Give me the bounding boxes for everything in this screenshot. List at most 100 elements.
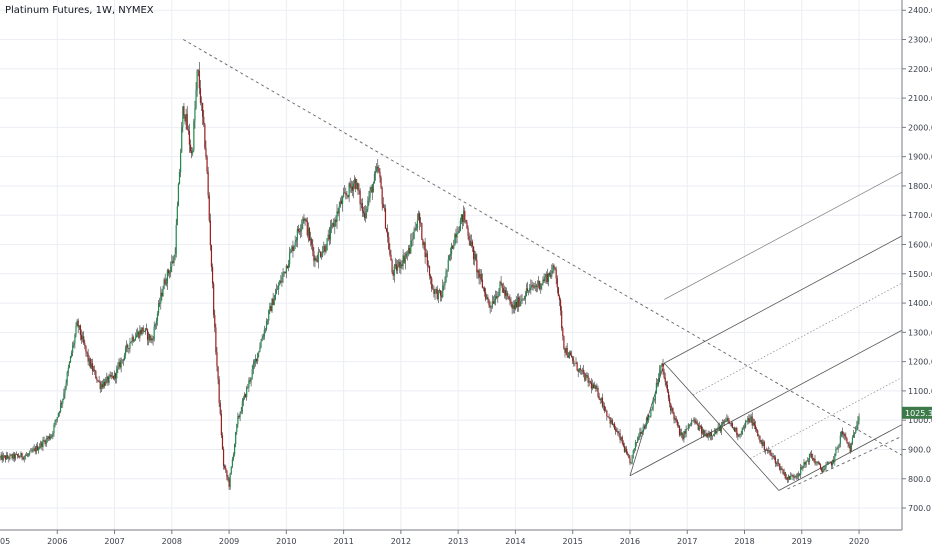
- candle-body: [319, 252, 322, 257]
- candle-body: [219, 403, 221, 414]
- candle-body: [721, 422, 724, 425]
- candle-body: [202, 102, 204, 117]
- candle-body: [769, 450, 771, 453]
- pitchfork-inner-line: [750, 377, 903, 459]
- candle-body: [79, 325, 81, 336]
- candle-body: [757, 430, 759, 437]
- candle-body: [425, 253, 427, 258]
- candle-body: [183, 106, 185, 116]
- candle-body: [107, 376, 109, 383]
- candle-body: [409, 247, 411, 254]
- candle-body: [90, 363, 93, 368]
- candle-body: [584, 373, 586, 381]
- candle-body: [438, 290, 441, 291]
- pitchfork-median: [629, 329, 903, 477]
- candle-body: [518, 297, 520, 307]
- candle-body: [295, 240, 297, 243]
- candle-body: [760, 440, 762, 442]
- candle-body: [413, 229, 415, 239]
- candle-body: [412, 238, 414, 240]
- candle-body: [36, 445, 39, 451]
- candle-body: [334, 219, 336, 227]
- candle-body: [385, 228, 388, 232]
- candle-body: [157, 303, 160, 314]
- candle-body: [649, 416, 651, 418]
- candle-body: [248, 380, 250, 388]
- candle-body: [635, 442, 638, 443]
- candle-body: [400, 264, 402, 269]
- candle-body: [824, 467, 826, 469]
- candle-body: [717, 426, 719, 431]
- candle-body: [262, 336, 264, 339]
- y-tick-label: 1900.0: [908, 153, 932, 162]
- candle-body: [539, 280, 541, 290]
- candle-body: [376, 166, 378, 172]
- candle-body: [622, 443, 624, 447]
- candle-body: [478, 270, 480, 278]
- candle-body: [12, 453, 14, 459]
- candle-body: [150, 338, 152, 341]
- candle-body: [250, 377, 252, 382]
- candle-body: [509, 299, 511, 302]
- candle-body: [80, 335, 83, 340]
- candle-body: [508, 296, 510, 300]
- candle-body: [214, 315, 216, 328]
- candle-body: [194, 108, 196, 121]
- candle-body: [416, 220, 419, 228]
- candle-body: [639, 431, 641, 437]
- candle-body: [176, 206, 178, 226]
- candle-body: [424, 242, 426, 258]
- candle-body: [801, 467, 803, 469]
- candle-body: [23, 456, 25, 460]
- candle-body: [437, 290, 439, 299]
- candle-body: [556, 278, 558, 288]
- candle-body: [50, 436, 52, 439]
- candle-body: [74, 335, 76, 344]
- candle-body: [249, 380, 251, 382]
- candle-body: [628, 455, 630, 459]
- candle-body: [787, 475, 790, 480]
- candle-body: [601, 397, 604, 407]
- candle-body: [184, 115, 186, 122]
- candle-body: [101, 384, 104, 388]
- candle-body: [305, 219, 307, 221]
- candle-body: [302, 218, 304, 224]
- candle-body: [535, 285, 537, 287]
- candle-body: [63, 393, 65, 400]
- candle-body: [177, 183, 180, 207]
- candle-body: [765, 450, 768, 451]
- chart-title: Platinum Futures, 1W, NYMEX: [5, 5, 154, 16]
- candle-body: [323, 245, 325, 252]
- x-tick-label: 2016: [620, 537, 640, 546]
- candle-body: [683, 431, 685, 440]
- candle-body: [464, 210, 466, 220]
- candle-body: [394, 264, 396, 266]
- candle-body: [786, 477, 789, 480]
- candle-body: [144, 328, 146, 332]
- candle-body: [648, 417, 650, 421]
- candle-body: [753, 422, 756, 426]
- candle-body: [172, 261, 174, 263]
- y-tick-label: 1700.0: [908, 211, 932, 220]
- candle-body: [99, 381, 101, 390]
- candle-body: [439, 290, 442, 296]
- candle-body: [2, 455, 4, 461]
- candle-body: [522, 298, 524, 300]
- candle-body: [100, 384, 102, 390]
- candle-body: [756, 429, 758, 431]
- candle-body: [332, 223, 334, 225]
- candle-body: [706, 433, 708, 438]
- candle-body: [615, 429, 617, 432]
- candle-body: [809, 453, 812, 455]
- y-tick-label: 2400.0: [908, 6, 932, 15]
- candle-body: [695, 421, 697, 424]
- candle-body: [66, 372, 68, 384]
- candle-body: [477, 270, 479, 273]
- candle-body: [271, 298, 273, 312]
- y-tick-label: 1500.0: [908, 270, 932, 279]
- y-tick-label: 2300.0: [908, 36, 932, 45]
- candle-body: [676, 420, 678, 426]
- candle-body: [205, 148, 207, 157]
